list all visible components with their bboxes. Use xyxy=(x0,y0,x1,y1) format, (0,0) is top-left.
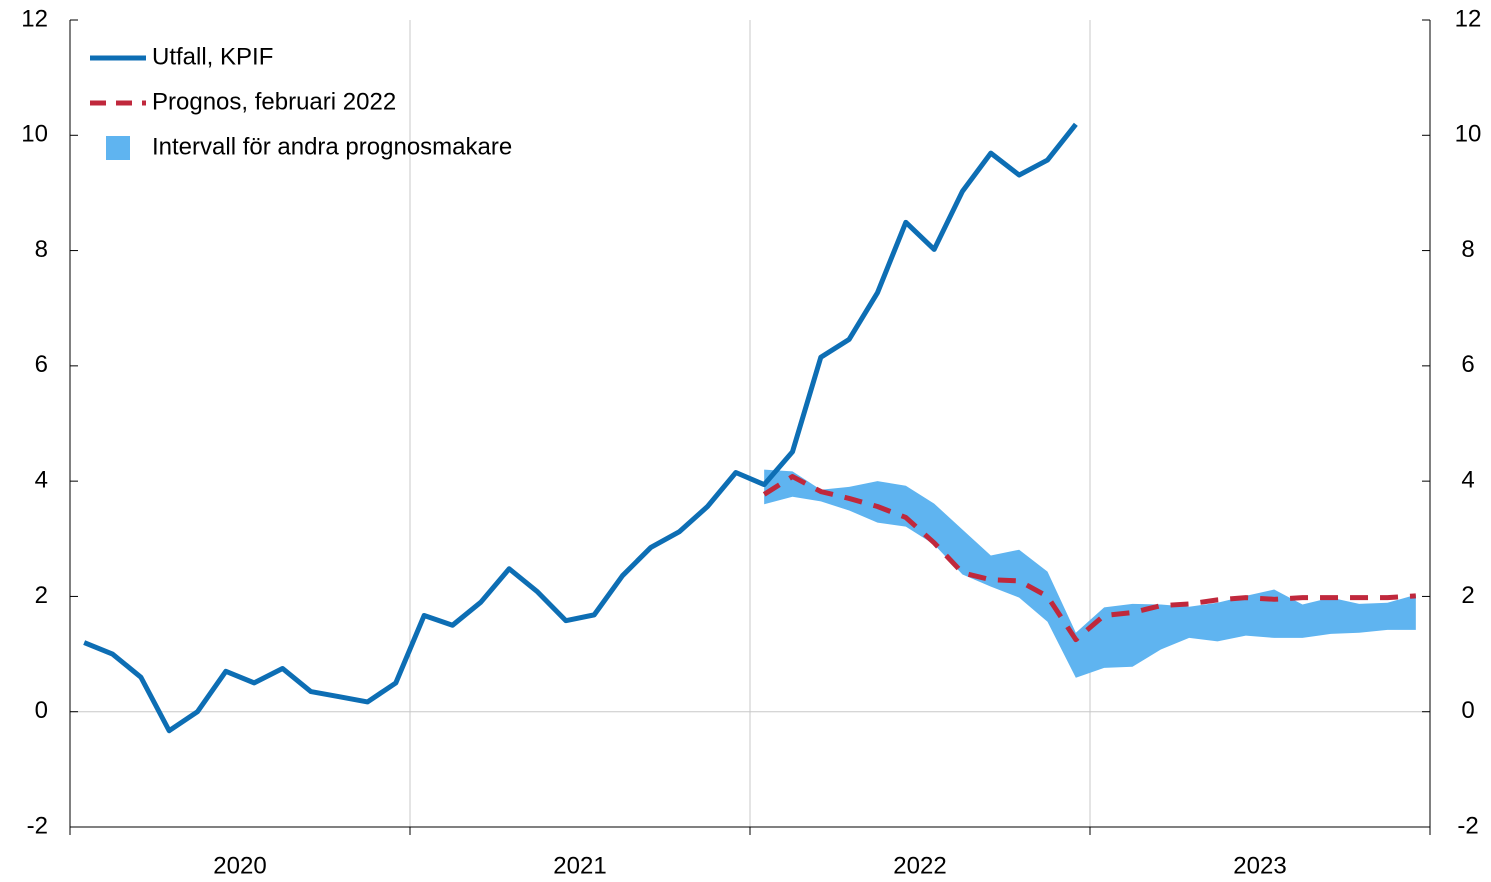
x-tick-label: 2021 xyxy=(553,852,606,879)
y2-tick-label: 4 xyxy=(1461,466,1474,493)
y-tick-label: 2 xyxy=(35,582,48,609)
legend-label: Utfall, KPIF xyxy=(152,43,273,70)
y-tick-label: 8 xyxy=(35,236,48,263)
legend-swatch xyxy=(106,136,130,160)
outcome-line xyxy=(83,122,1078,734)
y2-tick-label: 10 xyxy=(1455,121,1482,148)
y2-tick-label: -2 xyxy=(1457,812,1478,839)
legend-label: Intervall för andra prognosmakare xyxy=(152,133,512,160)
y-tick-label: 12 xyxy=(21,5,48,32)
y2-tick-label: 12 xyxy=(1455,5,1482,32)
y2-tick-label: 0 xyxy=(1461,697,1474,724)
y2-tick-label: 2 xyxy=(1461,582,1474,609)
y2-tick-label: 8 xyxy=(1461,236,1474,263)
x-tick-label: 2022 xyxy=(893,852,946,879)
y-tick-label: -2 xyxy=(27,812,48,839)
legend-label: Prognos, februari 2022 xyxy=(152,88,396,115)
x-tick-label: 2023 xyxy=(1233,852,1286,879)
forecast-line xyxy=(762,474,1416,643)
y-tick-label: 4 xyxy=(35,466,48,493)
y2-tick-label: 6 xyxy=(1461,351,1474,378)
interval-band xyxy=(764,469,1416,678)
x-tick-label: 2020 xyxy=(213,852,266,879)
y-tick-label: 10 xyxy=(21,121,48,148)
y-tick-label: 0 xyxy=(35,697,48,724)
y-tick-label: 6 xyxy=(35,351,48,378)
